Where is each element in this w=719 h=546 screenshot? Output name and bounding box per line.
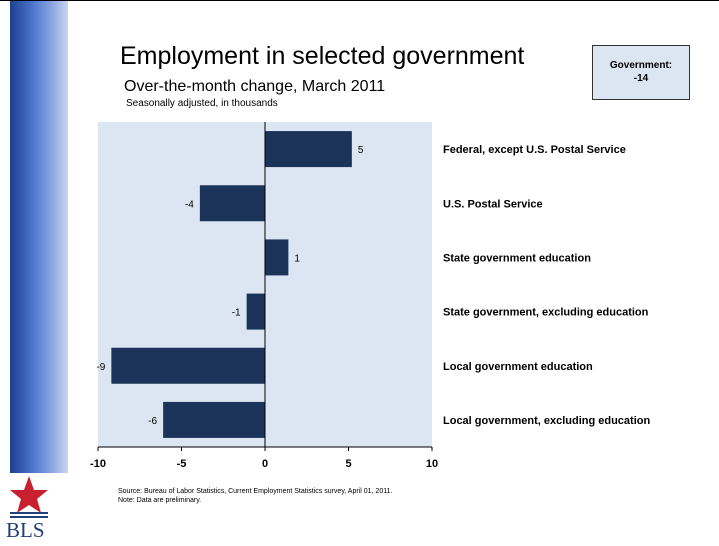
bar-5 [111,348,265,384]
category-label-6: Local government, excluding education [443,415,650,427]
bar-2 [200,185,265,221]
preliminary-note: Note: Data are preliminary. [118,496,392,505]
x-tick-label-5: 10 [426,458,438,470]
data-label-2: -4 [185,199,194,210]
category-label-3: State government education [443,252,591,264]
bar-3 [265,239,288,275]
data-label-4: -1 [232,308,241,319]
category-label-4: State government, excluding education [443,307,649,319]
category-label-2: U.S. Postal Service [443,198,543,210]
source-text: Source: Bureau of Labor Statistics, Curr… [118,487,392,496]
data-label-3: 1 [294,253,300,264]
category-label-1: Federal, except U.S. Postal Service [443,144,626,156]
logo-text: BLS [6,518,45,543]
x-tick-label-4: 5 [345,458,351,470]
data-label-5: -9 [96,362,105,373]
category-label-5: Local government education [443,361,593,373]
data-label-1: 5 [358,145,364,156]
data-label-6: -6 [148,416,157,427]
x-tick-label-3: 0 [262,458,268,470]
logo-star-icon [10,476,48,513]
source-note: Source: Bureau of Labor Statistics, Curr… [118,487,392,506]
bar-4 [247,294,265,330]
logo-stripe-1 [10,512,48,514]
x-tick-label-2: -5 [177,458,187,470]
x-tick-label-1: -10 [90,458,106,470]
bar-6 [163,402,265,438]
bar-1 [265,131,352,167]
